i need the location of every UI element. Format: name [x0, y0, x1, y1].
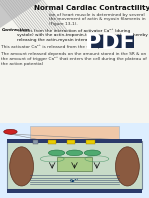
Bar [86, 140, 95, 144]
Text: ion of heart muscle is determined by several
the movement of actin & myosin fila: ion of heart muscle is determined by sev… [49, 13, 146, 26]
Ellipse shape [10, 147, 34, 186]
Text: This activator Ca²⁺ is released from the sarcoplas: This activator Ca²⁺ is released from the… [1, 44, 107, 49]
Polygon shape [0, 0, 42, 28]
Bar [33, 140, 38, 144]
Text: Ca²⁺: Ca²⁺ [70, 179, 79, 184]
Ellipse shape [48, 150, 65, 156]
Text: Contraction: Contraction [1, 28, 29, 32]
Ellipse shape [4, 129, 17, 134]
Bar [7, 141, 142, 189]
Bar [7, 189, 142, 193]
Bar [7, 139, 142, 143]
Text: results from the interaction of activator Ca²⁺ (during
systole) with the actin-t: results from the interaction of activato… [17, 28, 148, 42]
Bar [48, 140, 56, 144]
Text: PDF: PDF [85, 32, 135, 53]
Bar [30, 126, 119, 139]
Ellipse shape [66, 150, 83, 156]
Text: The amount released depends on the amount stored in the SR & on
the amount of tr: The amount released depends on the amoun… [1, 52, 147, 66]
Bar [57, 157, 92, 171]
Ellipse shape [84, 150, 101, 156]
Bar [67, 140, 75, 144]
Ellipse shape [115, 147, 139, 186]
Bar [89, 35, 134, 48]
Text: Normal Cardiac Contractility: Normal Cardiac Contractility [34, 5, 149, 11]
